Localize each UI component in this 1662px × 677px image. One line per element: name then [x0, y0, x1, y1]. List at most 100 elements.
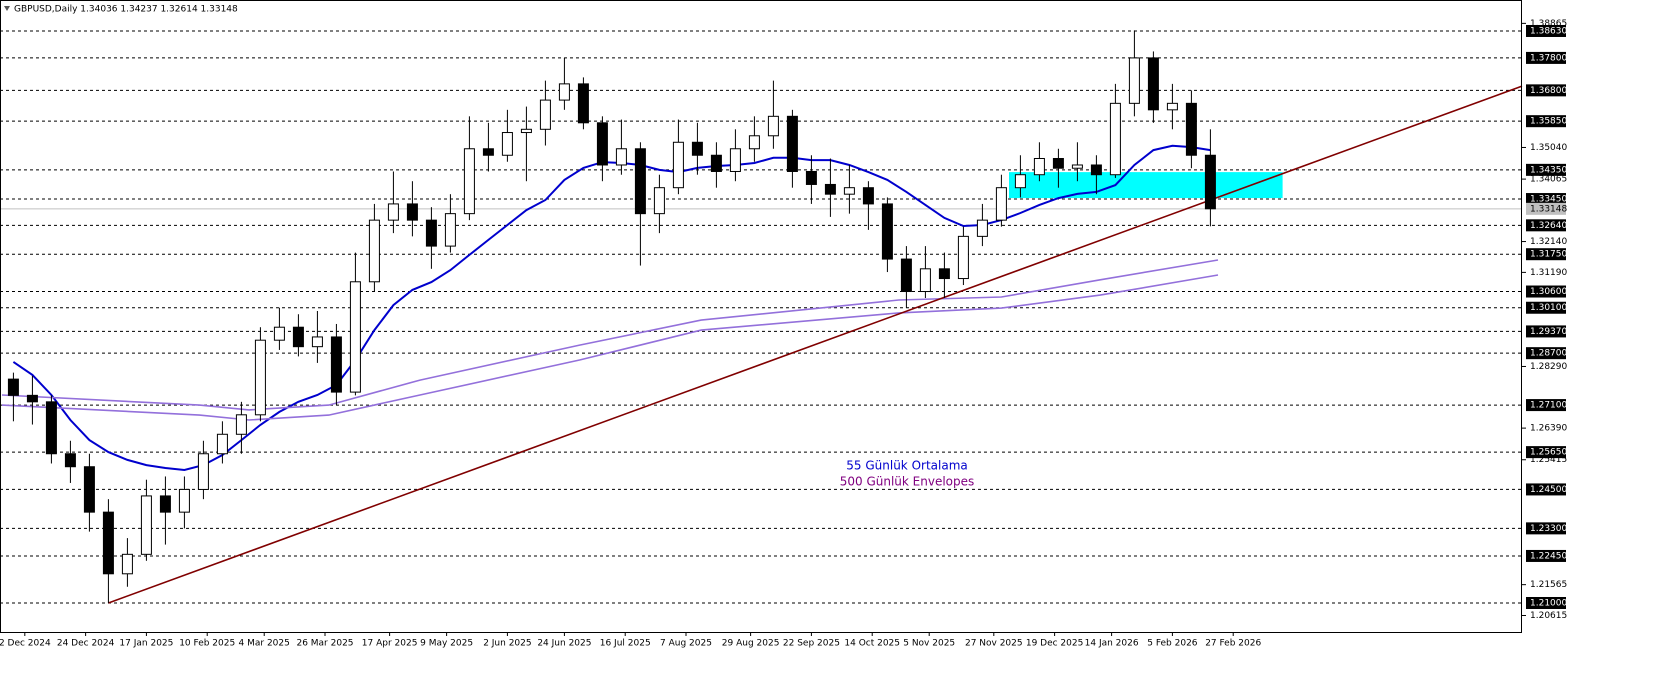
y-tick-label: 1.34065 [1530, 175, 1567, 185]
level-label-box [1526, 522, 1566, 535]
level-label-box [1526, 483, 1566, 496]
candle-body [178, 488, 190, 513]
candle-body [539, 99, 551, 130]
level-label-box [1526, 301, 1566, 314]
y-tick-label: 1.28290 [1530, 362, 1567, 372]
candle-body [64, 453, 76, 468]
x-tick-label: 16 Jul 2025 [600, 639, 651, 649]
candle-body [444, 213, 456, 247]
y-tick-label: 1.21565 [1530, 580, 1567, 590]
x-tick-label: 10 Feb 2025 [179, 639, 235, 649]
candle-body [691, 141, 703, 156]
candle-body [1128, 57, 1140, 104]
y-tick-label: 1.26390 [1530, 424, 1567, 434]
candle-body [26, 394, 38, 403]
level-label: 1.24500 [1530, 485, 1567, 495]
x-tick-label: 19 Dec 2025 [1026, 639, 1084, 649]
level-label-box [1526, 193, 1566, 206]
level-label-box [1526, 84, 1566, 97]
level-label-box [1526, 219, 1566, 232]
candle-body [938, 268, 950, 280]
candle-body [995, 187, 1007, 221]
candle-body [672, 141, 684, 189]
candle-body [634, 148, 646, 215]
annotation: 55 Günlük Ortalama [846, 459, 967, 473]
candle-body [1147, 57, 1159, 111]
y-tick-label: 1.20615 [1530, 611, 1567, 621]
candle-body [729, 148, 741, 172]
level-label-box [1526, 115, 1566, 128]
level-label: 1.38630 [1530, 26, 1567, 36]
candle-body [748, 135, 760, 150]
candle-body [273, 326, 285, 341]
candle-body [1090, 164, 1102, 176]
level-label: 1.27100 [1530, 401, 1567, 411]
level-label-box [1526, 325, 1566, 338]
candle-body [235, 414, 247, 435]
level-label: 1.36800 [1530, 86, 1567, 96]
candle-body [615, 148, 627, 166]
y-tick-label: 1.31190 [1530, 268, 1567, 278]
level-label-box [1526, 248, 1566, 261]
candle-body [1166, 102, 1178, 111]
candle-body [900, 258, 912, 293]
candle-body [1052, 157, 1064, 169]
x-tick-label: 7 Aug 2025 [660, 639, 712, 649]
x-tick-label: 4 Mar 2025 [239, 639, 290, 649]
annotation: 500 Günlük Envelopes [840, 475, 975, 489]
candle-body [710, 154, 722, 172]
level-label-box [1526, 51, 1566, 64]
x-tick-label: 5 Feb 2026 [1147, 639, 1198, 649]
candle-body [824, 183, 836, 195]
level-label: 1.30100 [1530, 303, 1567, 313]
x-tick-label: 2 Dec 2024 [0, 639, 51, 649]
candle-body [1185, 102, 1197, 156]
level-label: 1.25650 [1530, 448, 1567, 458]
candle-body [957, 235, 969, 280]
level-label-box [1526, 347, 1566, 360]
level-label: 1.21000 [1530, 598, 1567, 608]
candle-body [349, 281, 361, 393]
candle-body [387, 203, 399, 221]
level-label: 1.33450 [1530, 195, 1567, 205]
last-price-box [1526, 202, 1566, 215]
candle-body [425, 219, 437, 247]
candle-body [45, 401, 57, 455]
level-label-box [1526, 549, 1566, 562]
candle-body [976, 219, 988, 237]
x-tick-label: 24 Dec 2024 [57, 639, 115, 649]
envelope-line [1, 259, 1219, 411]
level-label-box [1526, 596, 1566, 609]
candle-body [292, 326, 304, 348]
candle-body [121, 553, 133, 575]
candle-body [102, 511, 114, 575]
trend-line [108, 85, 1523, 604]
x-tick-label: 24 Jun 2025 [537, 639, 591, 649]
candle-body [767, 115, 779, 137]
moving-average [12, 144, 1211, 472]
level-label: 1.32640 [1530, 221, 1567, 231]
level-label: 1.34350 [1530, 165, 1567, 175]
candle-body [786, 115, 798, 172]
envelope-line [1, 274, 1219, 421]
y-tick-label: 1.38865 [1530, 19, 1567, 29]
level-label: 1.28700 [1530, 349, 1567, 359]
x-tick-label: 9 May 2025 [420, 639, 473, 649]
x-tick-label: 26 Mar 2025 [296, 639, 353, 649]
candle-body [159, 495, 171, 513]
candle-body [520, 128, 532, 134]
candle-body [197, 453, 209, 490]
candle-body [463, 148, 475, 215]
level-label: 1.29370 [1530, 327, 1567, 337]
candle-body [406, 203, 418, 221]
x-tick-label: 17 Jan 2025 [119, 639, 173, 649]
y-tick-label: 1.35040 [1530, 143, 1567, 153]
level-label-box [1526, 399, 1566, 412]
candle-body [311, 336, 323, 348]
y-tick-label: 1.25415 [1530, 455, 1567, 465]
candle-body [330, 336, 342, 393]
candle-body [1204, 154, 1216, 210]
candle-body [1033, 157, 1045, 176]
candle-body [577, 83, 589, 124]
